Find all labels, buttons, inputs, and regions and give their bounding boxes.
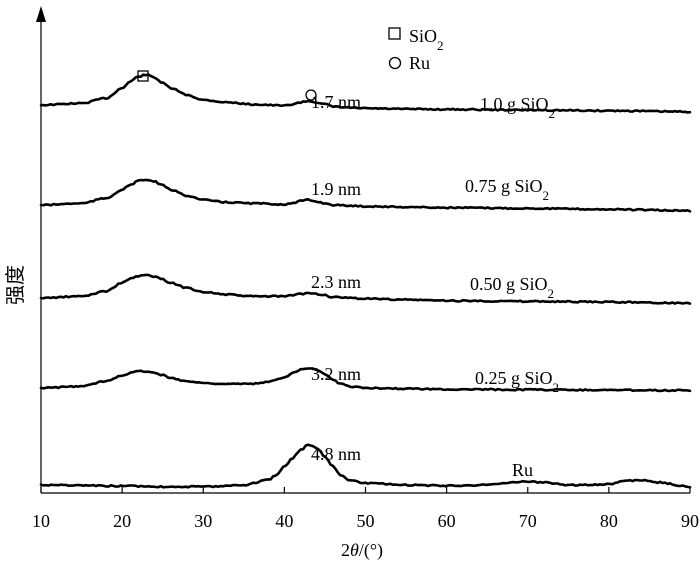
x-tick-label: 80 xyxy=(600,511,618,531)
series-name-label: Ru xyxy=(512,460,533,480)
crystallite-size-label: 4.8 nm xyxy=(311,444,361,464)
x-tick-label: 20 xyxy=(113,511,131,531)
crystallite-size-label: 1.7 nm xyxy=(311,92,361,112)
square-marker-icon xyxy=(388,27,401,40)
x-tick-label: 60 xyxy=(438,511,456,531)
series-labels: 1.7 nm 1.0 g SiO2 1.9 nm 0.75 g SiO2 2.3 nm 0… xyxy=(311,92,559,480)
y-axis-arrow xyxy=(36,6,46,22)
x-axis-label: 2θ/(°) xyxy=(341,540,383,561)
x-ticks: 10 20 30 40 50 60 70 80 90 xyxy=(32,487,699,531)
sio2-peak-marker-icon xyxy=(137,70,149,82)
crystallite-size-label: 1.9 nm xyxy=(311,179,361,199)
series-curve xyxy=(39,367,692,393)
x-tick-label: 70 xyxy=(519,511,537,531)
crystallite-size-label: 2.3 nm xyxy=(311,272,361,292)
x-tick-label: 10 xyxy=(32,511,50,531)
series-curve xyxy=(39,443,692,489)
series-curve xyxy=(39,273,692,305)
legend: SiO2 Ru xyxy=(388,26,444,73)
series-name-label: 0.75 g SiO2 xyxy=(465,176,549,203)
x-tick-label: 30 xyxy=(194,511,212,531)
crystallite-size-label: 3.2 nm xyxy=(311,364,361,384)
curves xyxy=(39,73,692,489)
y-axis-label: 强度 xyxy=(4,265,27,305)
series-name-label: 0.50 g SiO2 xyxy=(470,274,554,301)
circle-marker-icon xyxy=(388,56,402,70)
x-tick-label: 50 xyxy=(357,511,375,531)
series-curve xyxy=(39,73,692,114)
series-curve xyxy=(39,178,692,213)
x-tick-label: 40 xyxy=(275,511,293,531)
series-name-label: 1.0 g SiO2 xyxy=(480,94,555,121)
x-tick-label: 90 xyxy=(681,511,699,531)
legend-entry-ru: Ru xyxy=(409,53,430,73)
legend-entry-sio2: SiO2 xyxy=(409,26,444,53)
ru-peak-marker-icon xyxy=(305,89,317,101)
